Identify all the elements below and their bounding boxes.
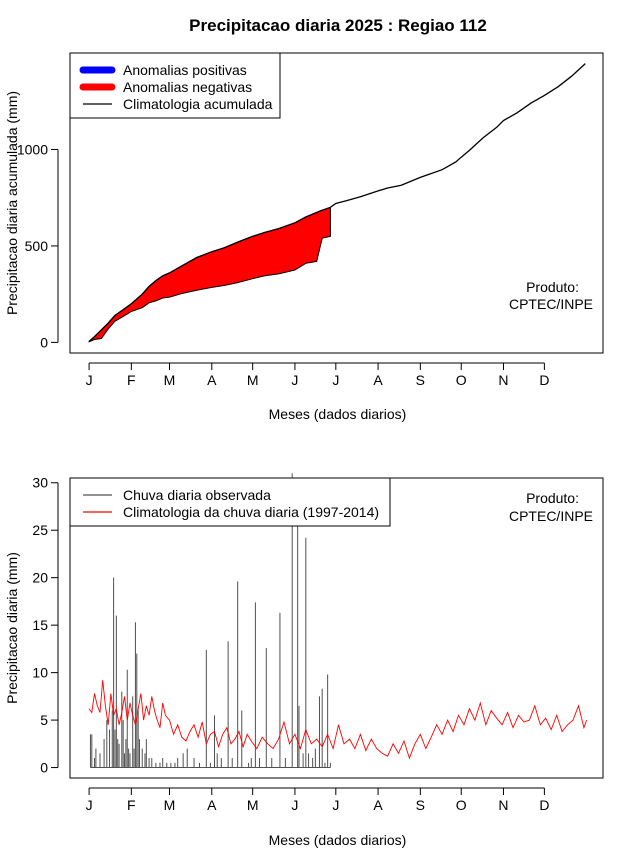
- x-tick-label-accumulated: D: [539, 372, 549, 388]
- x-tick-label-accumulated: N: [498, 372, 508, 388]
- x-tick-label-daily: J: [86, 797, 93, 813]
- legend-label-daily_climatology: Climatologia da chuva diaria (1997-2014): [123, 504, 379, 520]
- legend-box-daily: [69, 477, 391, 527]
- x-tick-label-daily: J: [291, 797, 298, 813]
- x-tick-label-accumulated: A: [373, 372, 383, 388]
- x-tick-label-accumulated: M: [164, 372, 176, 388]
- plot-frame-accumulated: [69, 52, 604, 354]
- daily-climatology-line: [88, 680, 588, 760]
- x-tick-label-accumulated: A: [207, 372, 217, 388]
- y-tick-label-accumulated: 0: [40, 334, 48, 350]
- product-source-accumulated: CPTEC/INPE: [509, 296, 593, 312]
- legend-label-climatology: Climatologia acumulada: [123, 96, 273, 112]
- x-tick-label-daily: O: [456, 797, 467, 813]
- x-tick-label-accumulated: J: [332, 372, 339, 388]
- y-tick-label-daily: 10: [32, 665, 48, 681]
- x-tick-label-daily: S: [416, 797, 425, 813]
- y-tick-label-daily: 15: [32, 617, 48, 633]
- x-tick-label-daily: A: [207, 797, 217, 813]
- x-axis-title-accumulated: Meses (dados diarios): [269, 406, 407, 422]
- page-title: Precipitacao diaria 2025 : Regiao 112: [189, 16, 487, 35]
- y-tick-label-accumulated: 500: [25, 238, 49, 254]
- product-source-daily: CPTEC/INPE: [509, 508, 593, 524]
- x-tick-label-daily: J: [332, 797, 339, 813]
- negative-anomaly-area: [88, 206, 331, 343]
- x-axis-title-daily: Meses (dados diarios): [269, 832, 407, 848]
- x-tick-label-accumulated: F: [127, 372, 136, 388]
- x-tick-label-daily: D: [539, 797, 549, 813]
- x-tick-label-daily: M: [164, 797, 176, 813]
- y-axis-title-daily: Precipitacao diaria (mm): [4, 552, 20, 704]
- y-tick-label-daily: 5: [40, 712, 48, 728]
- x-tick-label-accumulated: J: [291, 372, 298, 388]
- x-tick-label-daily: F: [127, 797, 136, 813]
- y-axis-title-accumulated: Precipitacao diaria acumulada (mm): [4, 91, 20, 315]
- x-tick-label-daily: A: [373, 797, 383, 813]
- y-tick-label-daily: 25: [32, 522, 48, 538]
- climatology-line: [88, 63, 586, 342]
- y-tick-label-daily: 0: [40, 760, 48, 776]
- x-tick-label-accumulated: J: [86, 372, 93, 388]
- x-tick-label-daily: M: [247, 797, 259, 813]
- legend-label-negative: Anomalias negativas: [123, 79, 252, 95]
- x-tick-label-daily: N: [498, 797, 508, 813]
- y-tick-label-accumulated: 1000: [17, 141, 48, 157]
- legend-label-observed: Chuva diaria observada: [123, 487, 271, 503]
- y-tick-label-daily: 20: [32, 570, 48, 586]
- x-tick-label-accumulated: M: [247, 372, 259, 388]
- product-label-accumulated: Produto:: [526, 279, 579, 295]
- y-tick-label-daily: 30: [32, 475, 48, 491]
- x-tick-label-accumulated: S: [416, 372, 425, 388]
- product-label-daily: Produto:: [526, 490, 579, 506]
- x-tick-label-accumulated: O: [456, 372, 467, 388]
- legend-label-positive: Anomalias positivas: [123, 62, 247, 78]
